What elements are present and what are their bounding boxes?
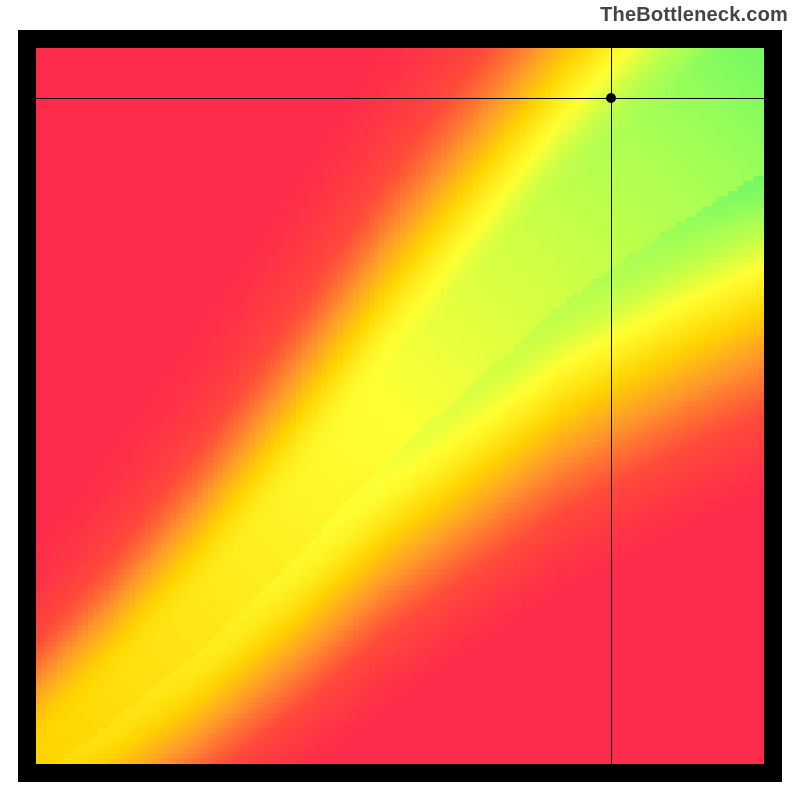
heatmap-plot [18,30,782,782]
crosshair-vertical [611,48,612,764]
crosshair-horizontal [36,98,764,99]
chart-container: TheBottleneck.com [0,0,800,800]
heatmap-canvas [36,48,764,764]
watermark-text: TheBottleneck.com [600,4,788,27]
